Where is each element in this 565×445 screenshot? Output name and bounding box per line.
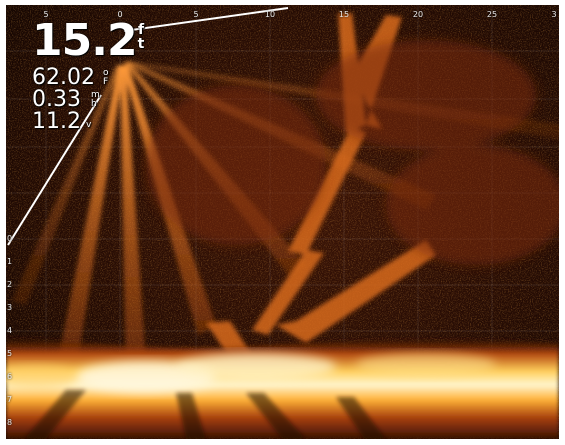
top-scale-tick: 3 bbox=[551, 10, 557, 19]
depth-unit: f t bbox=[137, 22, 145, 52]
sonar-bottom bbox=[6, 335, 559, 439]
left-scale-tick: 3 bbox=[7, 303, 13, 312]
speed-unit: m h bbox=[91, 90, 100, 109]
top-scale-tick: 15 bbox=[338, 10, 350, 19]
voltage-unit: v bbox=[86, 120, 92, 130]
left-scale-tick: 8 bbox=[7, 418, 13, 427]
bottom-shadows bbox=[24, 390, 386, 439]
voltage-readout: 11.2 bbox=[32, 109, 81, 134]
top-scale-tick: 20 bbox=[412, 10, 424, 19]
left-scale-tick: 7 bbox=[7, 395, 13, 404]
speed-readout: 0.33 bbox=[32, 87, 81, 112]
left-scale-tick: 6 bbox=[7, 372, 13, 381]
left-scale-tick: 4 bbox=[7, 326, 13, 335]
left-scale-tick: 2 bbox=[7, 280, 13, 289]
water-temperature-readout: 62.02 bbox=[32, 65, 95, 90]
beam-edge-line-top bbox=[123, 7, 289, 32]
depth-readout: 15.2 bbox=[32, 15, 138, 66]
left-scale-tick: 0 bbox=[7, 234, 13, 243]
beam-edge-line-left bbox=[7, 94, 102, 246]
sonar-display[interactable]: 5 0 5 10 15 20 25 3 0 1 2 3 4 5 6 7 8 15… bbox=[6, 5, 559, 439]
sonar-haze bbox=[146, 40, 559, 265]
sonar-imagery bbox=[6, 5, 559, 439]
top-scale-tick: 5 bbox=[193, 10, 199, 19]
top-scale-tick: 5 bbox=[43, 10, 49, 19]
left-scale-tick: 5 bbox=[7, 349, 13, 358]
left-scale-tick: 1 bbox=[7, 257, 13, 266]
top-scale-tick: 25 bbox=[486, 10, 498, 19]
top-scale-tick: 0 bbox=[117, 10, 123, 19]
top-scale-tick: 10 bbox=[264, 10, 276, 19]
temperature-unit: o F bbox=[103, 68, 109, 87]
